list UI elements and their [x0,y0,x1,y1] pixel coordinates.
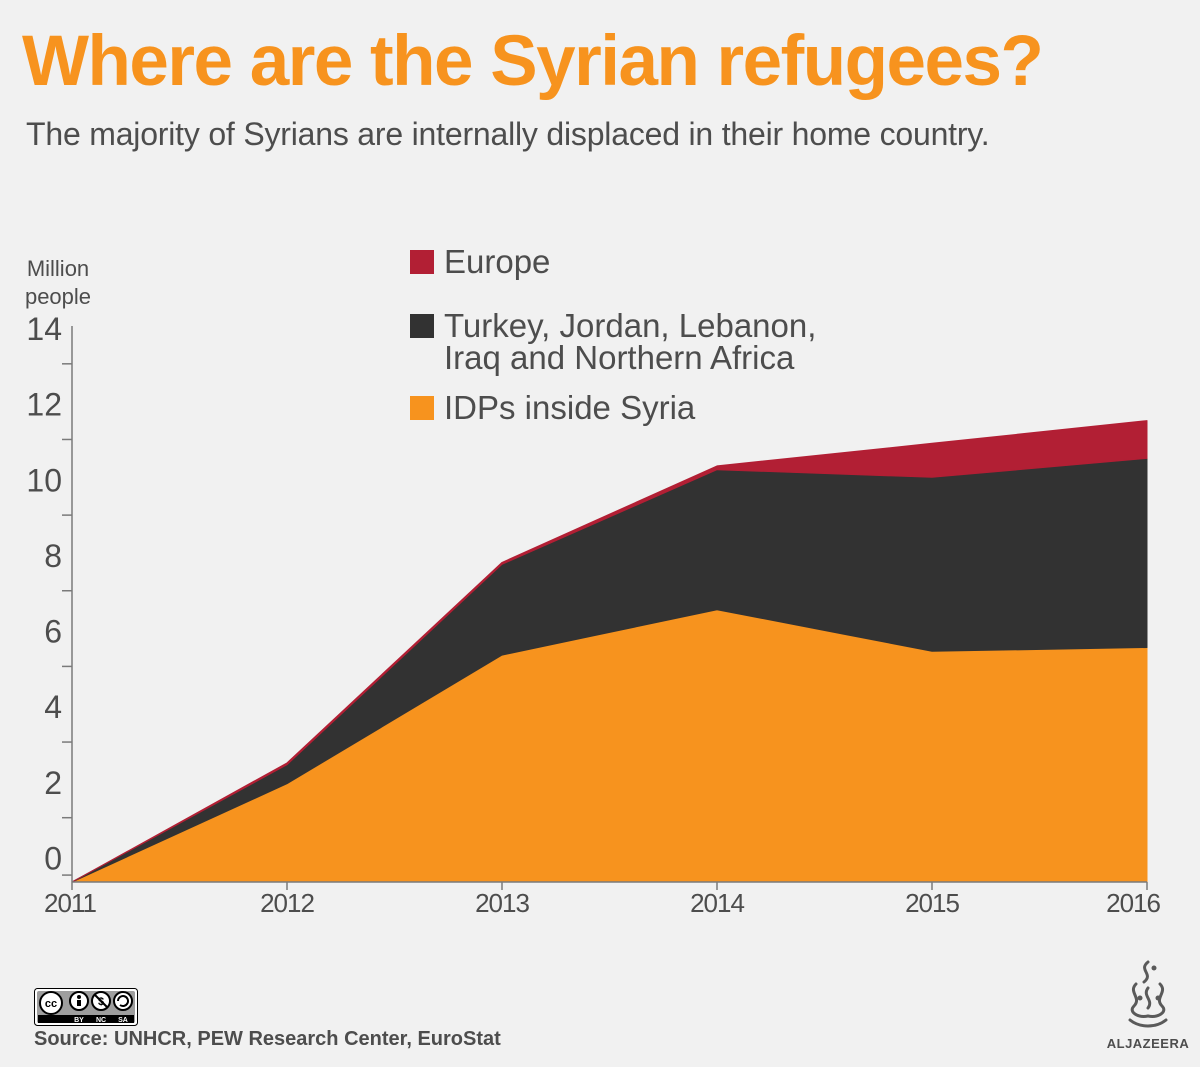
y-tick-label: 14 [26,311,62,347]
legend-label: Europe [444,243,550,280]
legend-swatch [410,314,434,338]
svg-text:cc: cc [45,998,57,1010]
legend-label: Turkey, Jordan, Lebanon, Iraq and Norther… [444,307,816,376]
legend-swatch [410,396,434,420]
area-series-2 [71,420,1148,883]
cc-sa-label: SA [118,1017,128,1024]
aljazeera-logo-icon [1128,960,1168,1028]
y-tick-label: 12 [26,387,62,423]
source-note: Source: UNHCR, PEW Research Center, Euro… [34,1028,501,1050]
legend-swatch [410,250,434,274]
x-tick-label: 2013 [475,888,529,918]
y-axis-title: Million people [25,256,91,309]
y-tick-label: 4 [44,689,62,725]
y-tick-label: 6 [44,614,62,650]
x-tick-label: 2011 [44,888,96,918]
x-tick-label: 2012 [260,888,314,918]
y-tick-label: 8 [44,538,62,574]
x-tick-label: 2014 [690,888,744,918]
y-tick-label: 2 [44,765,62,801]
y-tick-label: 0 [44,841,62,877]
y-tick-label: 10 [26,462,62,498]
page-title: Where are the Syrian refugees? [22,22,1044,101]
legend-item-1: Turkey, Jordan, Lebanon, Iraq and Norther… [410,307,816,376]
cc-by-label: BY [74,1017,84,1024]
legend-label: IDPs inside Syria [444,389,696,426]
aljazeera-wordmark: ALJAZEERA [1106,1036,1190,1051]
legend-item-0: Europe [410,243,550,280]
page-subtitle: The majority of Syrians are internally d… [26,116,990,152]
x-tick-label: 2016 [1106,888,1160,918]
x-tick-label: 2015 [905,888,959,918]
creative-commons-icon: cc $ BY NC SA [34,988,138,1026]
legend-item-2: IDPs inside Syria [410,389,696,426]
cc-nc-label: NC [96,1017,106,1024]
